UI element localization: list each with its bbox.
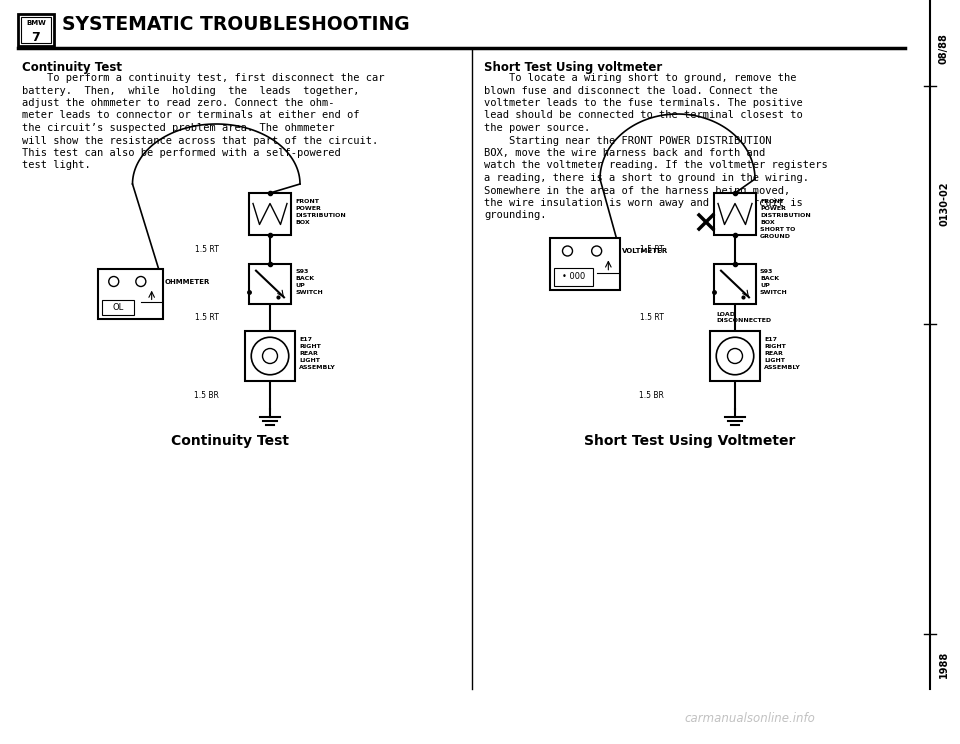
Bar — [714, 193, 756, 235]
Text: grounding.: grounding. — [484, 211, 546, 220]
Text: LIGHT: LIGHT — [764, 358, 785, 363]
Text: UP: UP — [295, 283, 304, 288]
Text: LIGHT: LIGHT — [299, 358, 320, 363]
Text: DISTRIBUTION: DISTRIBUTION — [760, 213, 811, 218]
Text: a reading, there is a short to ground in the wiring.: a reading, there is a short to ground in… — [484, 173, 809, 183]
Circle shape — [252, 337, 289, 375]
Text: 7: 7 — [32, 31, 40, 44]
Text: battery.  Then,  while  holding  the  leads  together,: battery. Then, while holding the leads t… — [22, 86, 359, 95]
Text: BOX, move the wire harness back and forth and: BOX, move the wire harness back and fort… — [484, 148, 765, 158]
Bar — [249, 193, 291, 235]
Text: GROUND: GROUND — [760, 234, 791, 239]
Text: POWER: POWER — [295, 206, 321, 211]
Bar — [18, 14, 54, 46]
Bar — [554, 268, 592, 286]
Text: 0130-02: 0130-02 — [939, 182, 949, 226]
Text: adjust the ohmmeter to read zero. Connect the ohm-: adjust the ohmmeter to read zero. Connec… — [22, 98, 334, 108]
Text: meter leads to connector or terminals at either end of: meter leads to connector or terminals at… — [22, 111, 359, 121]
Text: REAR: REAR — [299, 351, 318, 356]
Bar — [550, 238, 620, 290]
Text: 1988: 1988 — [939, 650, 949, 678]
Text: Somewhere in the area of the harness being moved,: Somewhere in the area of the harness bei… — [484, 185, 790, 196]
Text: 1.5 RT: 1.5 RT — [195, 245, 219, 254]
Bar — [710, 331, 760, 381]
Text: Starting near the FRONT POWER DISTRIBUTION: Starting near the FRONT POWER DISTRIBUTI… — [484, 135, 772, 146]
Circle shape — [563, 246, 572, 256]
Text: To locate a wiring short to ground, remove the: To locate a wiring short to ground, remo… — [484, 73, 797, 83]
Circle shape — [135, 277, 146, 286]
Bar — [98, 269, 162, 319]
Text: SWITCH: SWITCH — [760, 290, 788, 295]
Text: BOX: BOX — [295, 220, 310, 225]
Text: blown fuse and disconnect the load. Connect the: blown fuse and disconnect the load. Conn… — [484, 86, 778, 95]
Text: will show the resistance across that part of the circuit.: will show the resistance across that par… — [22, 135, 378, 146]
Text: E17: E17 — [299, 337, 312, 342]
Circle shape — [728, 348, 742, 364]
Text: REAR: REAR — [764, 351, 782, 356]
Text: Continuity Test: Continuity Test — [171, 434, 289, 448]
Text: FRONT: FRONT — [760, 199, 784, 204]
Text: RIGHT: RIGHT — [299, 344, 321, 349]
Text: lead should be connected to the terminal closest to: lead should be connected to the terminal… — [484, 111, 803, 121]
Text: BACK: BACK — [760, 276, 780, 281]
Text: Short Test Using Voltmeter: Short Test Using Voltmeter — [585, 434, 796, 448]
Text: test light.: test light. — [22, 161, 91, 170]
Text: To perform a continuity test, first disconnect the car: To perform a continuity test, first disc… — [22, 73, 385, 83]
Text: 1.5 RT: 1.5 RT — [640, 245, 664, 254]
Text: RIGHT: RIGHT — [764, 344, 785, 349]
Text: DISTRIBUTION: DISTRIBUTION — [295, 213, 346, 218]
Text: S93: S93 — [760, 269, 774, 274]
Text: 1.5 RT: 1.5 RT — [195, 313, 219, 322]
Text: watch the voltmeter reading. If the voltmeter registers: watch the voltmeter reading. If the volt… — [484, 161, 828, 170]
Text: BACK: BACK — [295, 276, 314, 281]
Circle shape — [262, 348, 277, 364]
Text: 1.5 BR: 1.5 BR — [194, 391, 219, 400]
Text: SWITCH: SWITCH — [295, 290, 323, 295]
Text: S93: S93 — [295, 269, 308, 274]
Bar — [21, 17, 51, 43]
Text: FRONT: FRONT — [295, 199, 319, 204]
Text: This test can also be performed with a self-powered: This test can also be performed with a s… — [22, 148, 341, 158]
Text: ASSEMBLY: ASSEMBLY — [764, 365, 801, 370]
Text: UP: UP — [760, 283, 770, 288]
Text: voltmeter leads to the fuse terminals. The positive: voltmeter leads to the fuse terminals. T… — [484, 98, 803, 108]
Text: LOAD
DISCONNECTED: LOAD DISCONNECTED — [716, 312, 771, 323]
Text: BOX: BOX — [760, 220, 775, 225]
Text: SYSTEMATIC TROUBLESHOOTING: SYSTEMATIC TROUBLESHOOTING — [62, 16, 410, 34]
Text: Continuity Test: Continuity Test — [22, 61, 122, 74]
Text: OL: OL — [112, 303, 124, 312]
Text: the wire insulation is worn away and the circuit is: the wire insulation is worn away and the… — [484, 198, 803, 208]
Circle shape — [716, 337, 754, 375]
Text: 1.5 RT: 1.5 RT — [640, 313, 664, 322]
Bar — [249, 264, 291, 304]
Text: carmanualsonline.info: carmanualsonline.info — [684, 713, 815, 725]
Bar — [245, 331, 295, 381]
Text: SHORT TO: SHORT TO — [760, 227, 796, 232]
Text: ASSEMBLY: ASSEMBLY — [299, 365, 336, 370]
Bar — [714, 264, 756, 304]
Text: BMW: BMW — [26, 20, 46, 26]
Text: Short Test Using voltmeter: Short Test Using voltmeter — [484, 61, 662, 74]
Bar — [102, 300, 134, 315]
Text: the power source.: the power source. — [484, 123, 590, 133]
Circle shape — [591, 246, 602, 256]
Text: POWER: POWER — [760, 206, 786, 211]
Text: the circuit’s suspected problem area. The ohmmeter: the circuit’s suspected problem area. Th… — [22, 123, 334, 133]
Circle shape — [108, 277, 119, 286]
Text: 1.5 BR: 1.5 BR — [639, 391, 664, 400]
Text: VOLTMETER: VOLTMETER — [622, 248, 668, 254]
Text: OHMMETER: OHMMETER — [164, 278, 210, 284]
Text: E17: E17 — [764, 337, 777, 342]
Text: • 000: • 000 — [562, 272, 585, 281]
Text: 08/88: 08/88 — [939, 33, 949, 65]
